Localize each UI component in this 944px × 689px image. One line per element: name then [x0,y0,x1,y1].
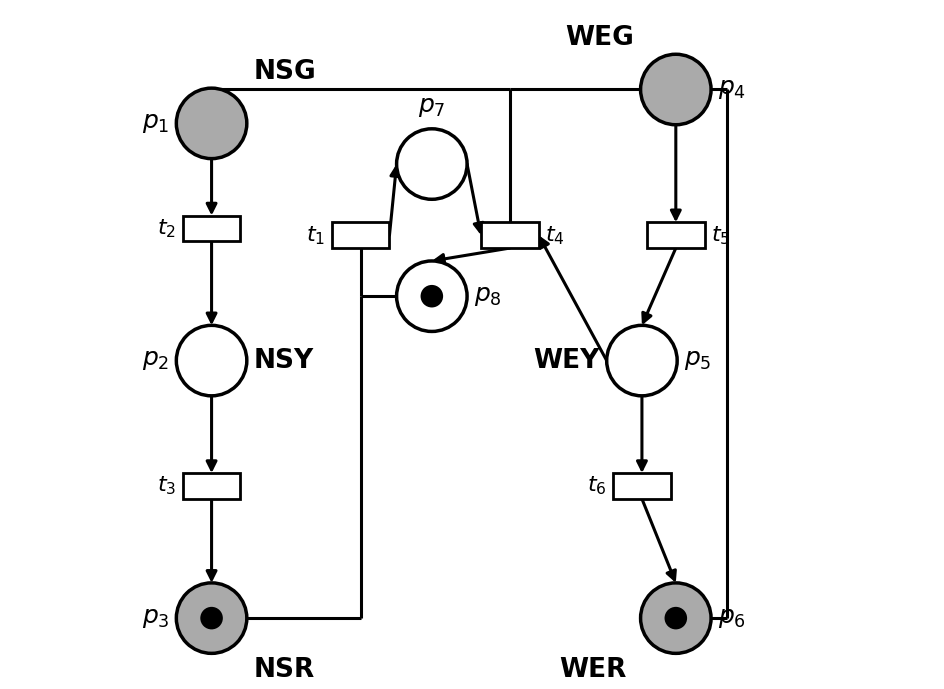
Circle shape [200,607,223,629]
Circle shape [420,285,443,307]
Circle shape [177,583,246,653]
Text: NSR: NSR [253,657,314,683]
Text: WEY: WEY [533,347,599,373]
Bar [182,473,240,499]
Text: $t_3$: $t_3$ [157,475,176,497]
Text: $p_7$: $p_7$ [417,96,446,119]
Circle shape [664,607,686,629]
Bar [647,223,704,248]
Text: $p_4$: $p_4$ [717,78,745,101]
Text: NSY: NSY [253,347,313,373]
Text: $t_6$: $t_6$ [586,475,606,497]
Text: WEG: WEG [565,25,633,51]
Text: WER: WER [559,657,626,683]
Bar [331,223,389,248]
Circle shape [177,325,246,395]
Circle shape [396,261,466,331]
Circle shape [606,325,677,395]
Text: NSG: NSG [253,59,316,85]
Bar [613,473,670,499]
Text: $t_1$: $t_1$ [306,224,325,247]
Circle shape [177,88,246,158]
Text: $p_2$: $p_2$ [143,349,169,372]
Text: $p_6$: $p_6$ [717,606,745,630]
Text: $p_3$: $p_3$ [142,606,169,630]
Circle shape [640,54,710,125]
Text: $t_2$: $t_2$ [157,217,176,240]
Circle shape [640,583,710,653]
Text: $p_5$: $p_5$ [683,349,711,372]
Text: $t_5$: $t_5$ [711,224,730,247]
Text: $p_1$: $p_1$ [142,112,169,135]
Text: $t_4$: $t_4$ [545,224,565,247]
Bar [480,223,538,248]
Circle shape [396,129,466,199]
Text: $p_8$: $p_8$ [473,285,501,308]
Bar [182,216,240,241]
